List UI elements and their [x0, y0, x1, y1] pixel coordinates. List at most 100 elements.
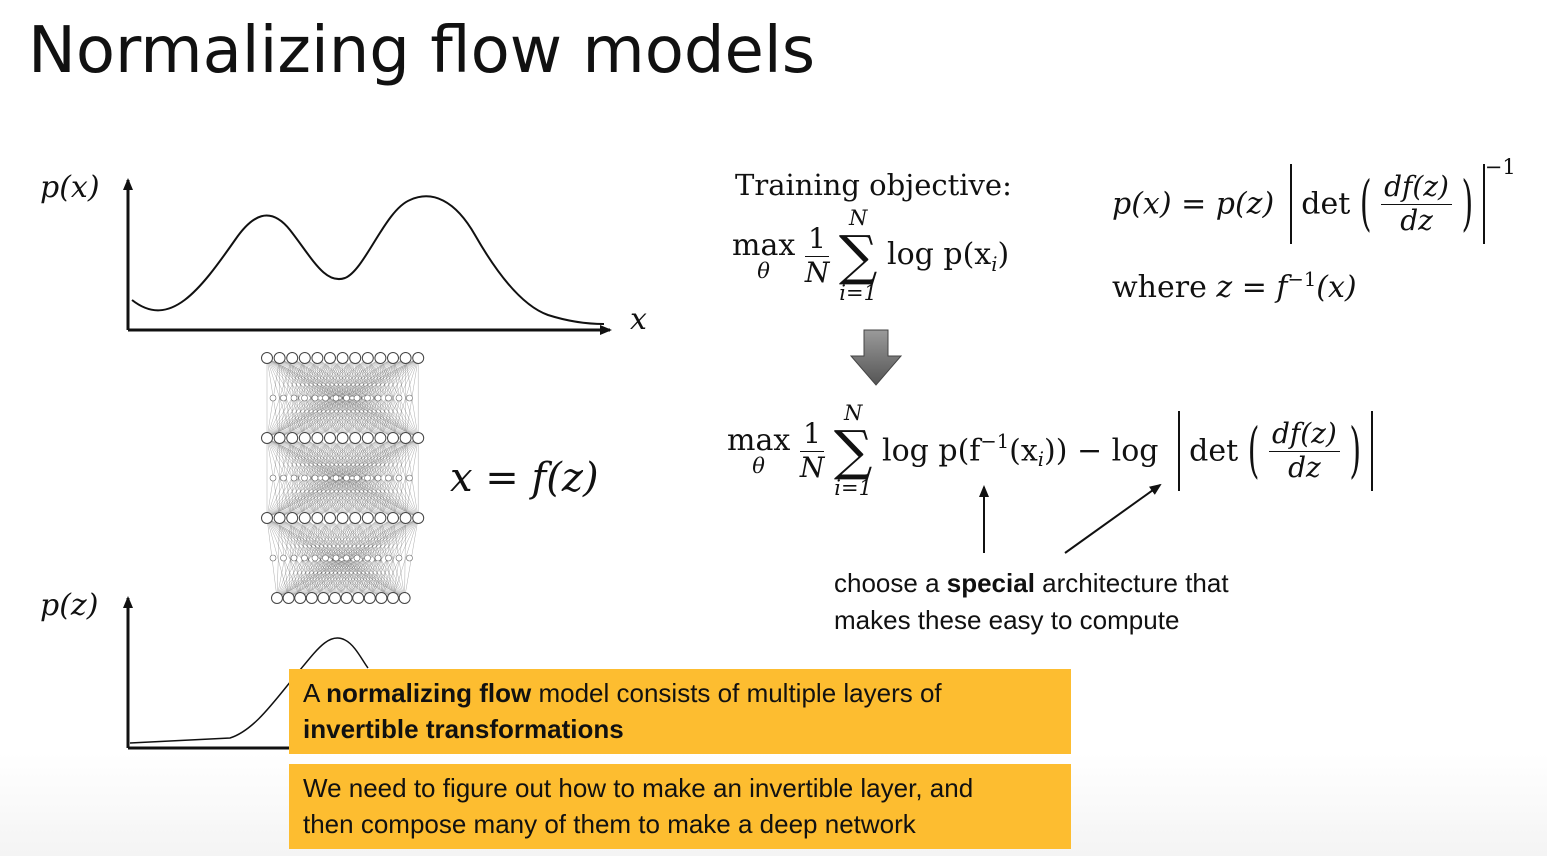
frac-num: 1 [804, 223, 830, 257]
nn-node [286, 352, 299, 364]
nn-node [399, 512, 412, 524]
inverse-sup: −1 [980, 430, 1010, 453]
cov-num: df(z) [1381, 171, 1452, 205]
nn-node [398, 592, 411, 604]
nn-node [298, 512, 311, 524]
sigma-symbol-2: ∑ [833, 419, 873, 482]
sum-operator: N ∑ i=1 [839, 208, 878, 304]
pz-axis-label: p(z) [40, 588, 99, 623]
nn-node [336, 432, 349, 444]
nn-hidden-node [290, 474, 298, 482]
nn-node [286, 512, 299, 524]
def-mid: model consists of multiple layers of [531, 678, 942, 708]
nn-hidden-node [374, 394, 382, 402]
callout-pre: choose a [834, 568, 947, 598]
nn-node [387, 432, 399, 444]
nn-node [282, 592, 295, 604]
nn-hidden-node [269, 554, 277, 562]
nn-hidden-node [406, 394, 413, 402]
nn-hidden-node [343, 474, 350, 482]
paren-right: ) [1461, 169, 1474, 239]
callout-arrows [979, 483, 1162, 554]
nn-hidden-node [395, 474, 403, 482]
nn-node [349, 512, 362, 524]
nn-hidden-node [311, 394, 319, 402]
nn-hidden-node [406, 554, 413, 562]
slide-title: Normalizing flow models [28, 14, 816, 88]
nn-node [298, 432, 311, 444]
nn-hidden-node [301, 394, 308, 402]
abs-bar-right [1482, 164, 1485, 244]
sum-lower-2: i=1 [834, 476, 872, 500]
x-axis-label: x [630, 302, 647, 337]
mapping-equation: x = f(z) [450, 455, 599, 501]
paren-left: ( [1359, 169, 1372, 239]
inverse-arg: (x [1009, 433, 1038, 469]
max-text-2: max [727, 422, 791, 458]
training-objective-formula: max θ 1 N N ∑ i=1 log p(xi) [732, 208, 1009, 304]
nn-hidden-node [395, 394, 403, 402]
sum-upper-2: N [843, 401, 863, 425]
nn-node [375, 592, 388, 604]
nn-hidden-node [322, 474, 329, 482]
inverse-sub: i [1037, 448, 1045, 471]
definition-line-1: A normalizing flow model consists of mul… [303, 675, 1057, 711]
nn-node [317, 592, 330, 604]
nn-node [387, 512, 399, 524]
nn-node [363, 592, 376, 604]
nn-node [324, 432, 336, 444]
nn-hidden-node [364, 394, 371, 402]
cov-lhs: p(x) = p(z) [1112, 186, 1275, 222]
where-expr: z = f [1216, 270, 1288, 305]
nn-hidden-node [311, 474, 319, 482]
callout-line-1: choose a special architecture that [834, 565, 1229, 602]
theta-subscript: θ [757, 258, 770, 283]
nn-hidden-node [353, 474, 361, 482]
goal-line-2: then compose many of them to make a deep… [303, 809, 916, 839]
max-text: max [732, 227, 796, 263]
nn-node [387, 352, 399, 364]
down-arrow-icon [849, 329, 903, 386]
nn-node [361, 512, 374, 524]
minus-log: − log [1067, 433, 1169, 469]
def-bold-1: normalizing flow [326, 678, 532, 708]
nn-node [298, 352, 311, 364]
sum-upper: N [848, 206, 868, 230]
callout-text: choose a special architecture that makes… [834, 565, 1229, 639]
cov-det: det [1301, 186, 1351, 222]
inverse-close: )) [1044, 433, 1068, 469]
abs-bar-left-2 [1177, 411, 1180, 491]
log-inverse-term: log p(f [881, 433, 981, 469]
nn-node [261, 432, 273, 444]
sum-operator-2: N ∑ i=1 [834, 403, 873, 499]
nn-hidden-node [332, 554, 340, 562]
nn-node [399, 432, 412, 444]
nn-hidden-node [322, 394, 329, 402]
sum-lower: i=1 [839, 281, 877, 305]
pz-plot [123, 596, 369, 750]
frac-den: N [804, 255, 830, 289]
nn-node [305, 592, 318, 604]
nn-hidden-node [364, 474, 371, 482]
nn-hidden-node [332, 394, 340, 402]
neural-network-diagram [261, 352, 425, 604]
nn-node [311, 512, 324, 524]
nn-node [294, 592, 307, 604]
deriv-den-2: dz [1288, 450, 1321, 484]
nn-hidden-node [395, 554, 403, 562]
nn-hidden-node [374, 554, 382, 562]
nn-hidden-node [280, 554, 287, 562]
nn-hidden-node [290, 394, 298, 402]
abs-bar-right-2 [1370, 411, 1373, 491]
nn-node [352, 592, 365, 604]
definition-box: A normalizing flow model consists of mul… [289, 669, 1071, 754]
nn-hidden-node [332, 474, 340, 482]
change-of-variables-formula: p(x) = p(z) det ( df(z) dz ) −1 [1112, 155, 1516, 244]
px-density-curve [131, 195, 605, 325]
nn-node [374, 512, 387, 524]
nn-node [412, 432, 425, 444]
nn-node [311, 352, 324, 364]
rewritten-objective-formula: max θ 1 N N ∑ i=1 log p(f−1(xi)) − log d… [727, 403, 1373, 499]
log-term-close: ) [997, 237, 1010, 272]
training-objective-label: Training objective: [735, 168, 1012, 202]
